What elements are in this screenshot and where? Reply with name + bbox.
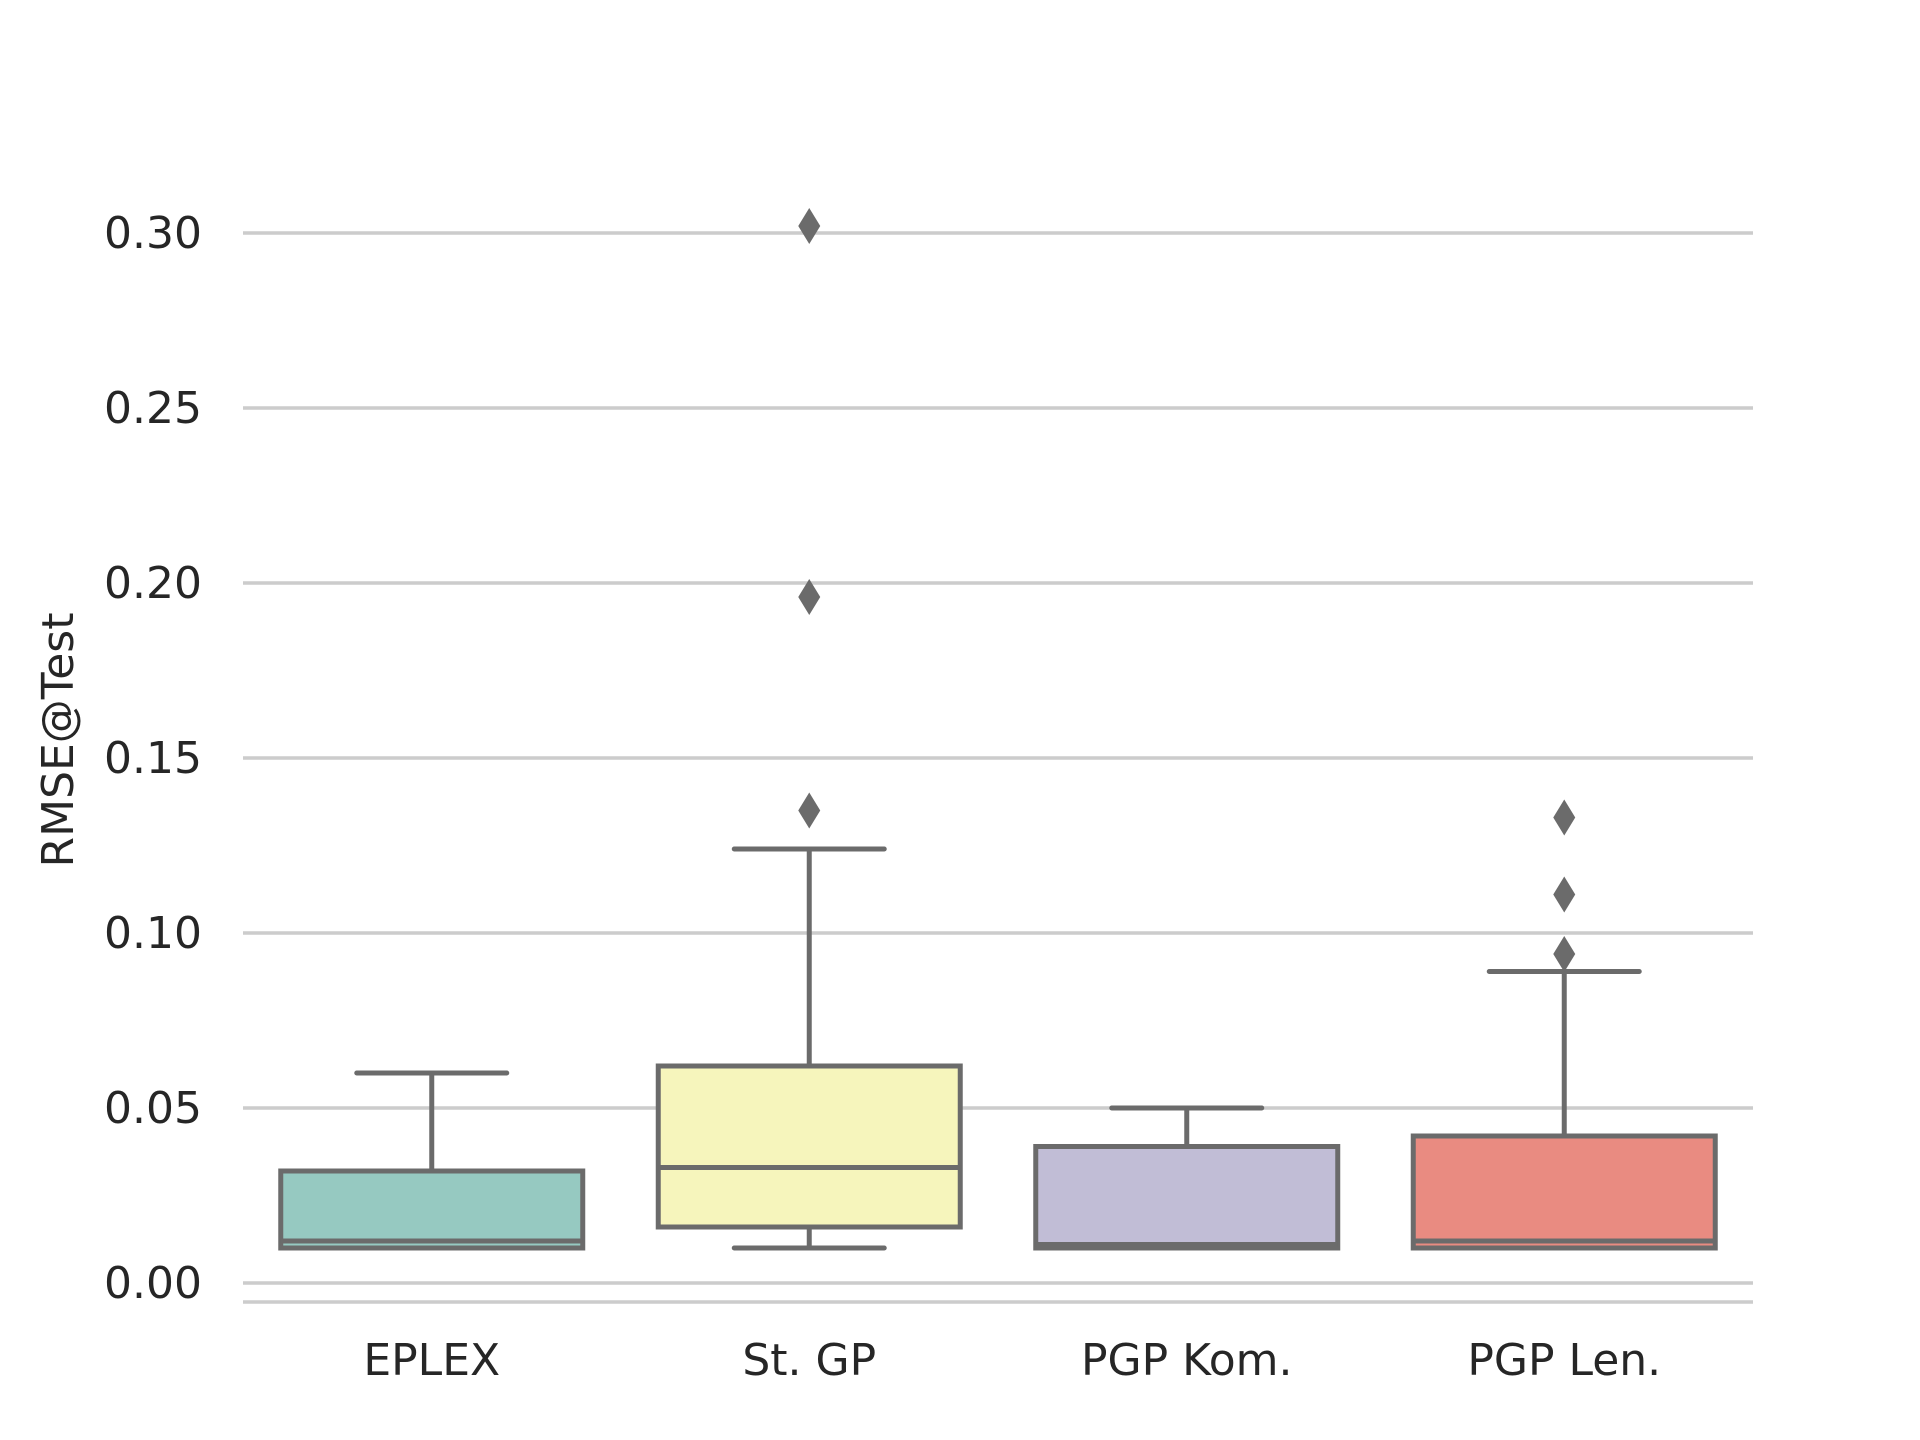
box-group [655, 208, 963, 1251]
outlier-point [798, 792, 821, 829]
y-tick-label: 0.15 [104, 733, 202, 784]
grid-lines [243, 231, 1753, 1304]
x-tick-label: PGP Len. [1467, 1335, 1661, 1386]
outlier-point [1553, 799, 1576, 836]
x-tick-label: PGP Kom. [1081, 1335, 1293, 1386]
y-tick-label: 0.30 [104, 208, 202, 259]
x-tick-labels: EPLEX St. GP PGP Kom. PGP Len. [363, 1335, 1661, 1386]
boxes [278, 208, 1718, 1251]
iqr-box [655, 1063, 963, 1230]
outlier-point [798, 579, 821, 615]
x-tick-label: St. GP [742, 1335, 876, 1386]
y-tick-label: 0.00 [104, 1258, 202, 1309]
outlier-point [798, 208, 821, 244]
box-group [1410, 799, 1718, 1251]
box-group [278, 1070, 586, 1251]
iqr-box [278, 1168, 586, 1251]
y-tick-labels: 0.00 0.05 0.10 0.15 0.20 0.25 0.30 [104, 208, 202, 1309]
outlier-point [1553, 876, 1576, 913]
iqr-box [1410, 1133, 1718, 1251]
box-group [1033, 1105, 1341, 1251]
outlier-point [1553, 936, 1576, 972]
y-axis-label: RMSE@Test [33, 613, 84, 868]
iqr-box [1033, 1144, 1341, 1251]
y-tick-label: 0.25 [104, 383, 202, 434]
x-tick-label: EPLEX [363, 1335, 500, 1386]
y-tick-label: 0.10 [104, 908, 202, 959]
y-tick-label: 0.05 [104, 1083, 202, 1134]
y-tick-label: 0.20 [104, 558, 202, 609]
